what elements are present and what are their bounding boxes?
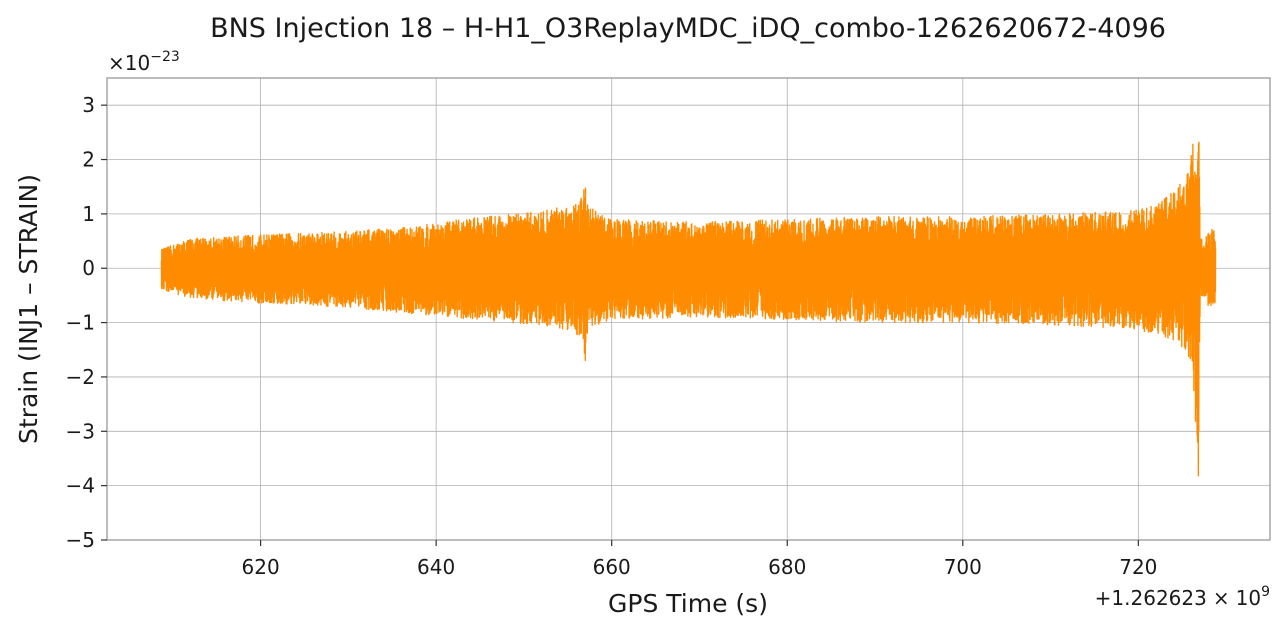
y-tick-label: −3 <box>66 419 95 443</box>
x-axis-label: GPS Time (s) <box>608 589 768 618</box>
x-tick-label: 620 <box>242 555 280 579</box>
chart-title: BNS Injection 18 – H-H1_O3ReplayMDC_iDQ_… <box>210 13 1166 44</box>
y-scale-label: ×10−23 <box>108 49 180 75</box>
x-tick-label: 680 <box>768 555 806 579</box>
y-tick-label: 0 <box>82 256 95 280</box>
y-axis-label: Strain (INJ1 – STRAIN) <box>14 174 43 444</box>
y-tick-label: 3 <box>82 93 95 117</box>
data-line <box>160 141 1217 477</box>
y-ticks: 3 2 1 0 −1 −2 −3 −4 −5 <box>66 93 107 552</box>
x-ticks: 620 640 660 680 700 720 <box>242 540 1157 579</box>
x-tick-label: 700 <box>944 555 982 579</box>
y-tick-label: −2 <box>66 365 95 389</box>
x-tick-label: 640 <box>417 555 455 579</box>
y-tick-label: 1 <box>82 202 95 226</box>
series-line <box>160 141 1217 477</box>
y-tick-label: −1 <box>66 311 95 335</box>
y-tick-label: −5 <box>66 528 95 552</box>
x-tick-label: 660 <box>593 555 631 579</box>
x-tick-label: 720 <box>1119 555 1157 579</box>
y-tick-label: −4 <box>66 474 95 498</box>
y-tick-label: 2 <box>82 148 95 172</box>
plot-frame <box>106 77 1271 541</box>
x-offset-label: +1.262623 × 109 <box>1095 584 1270 610</box>
